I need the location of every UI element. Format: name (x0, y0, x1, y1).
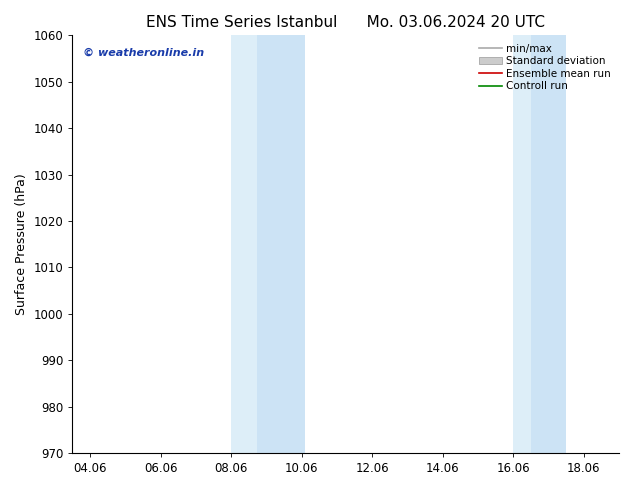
Legend: min/max, Standard deviation, Ensemble mean run, Controll run: min/max, Standard deviation, Ensemble me… (476, 41, 614, 95)
Bar (513, 35, 531, 453)
Title: ENS Time Series Istanbul      Mo. 03.06.2024 20 UTC: ENS Time Series Istanbul Mo. 03.06.2024 … (146, 15, 545, 30)
Bar (231, 35, 257, 453)
Y-axis label: Surface Pressure (hPa): Surface Pressure (hPa) (15, 173, 28, 315)
Bar (531, 35, 566, 453)
Text: © weatheronline.in: © weatheronline.in (83, 48, 204, 58)
Bar (257, 35, 305, 453)
